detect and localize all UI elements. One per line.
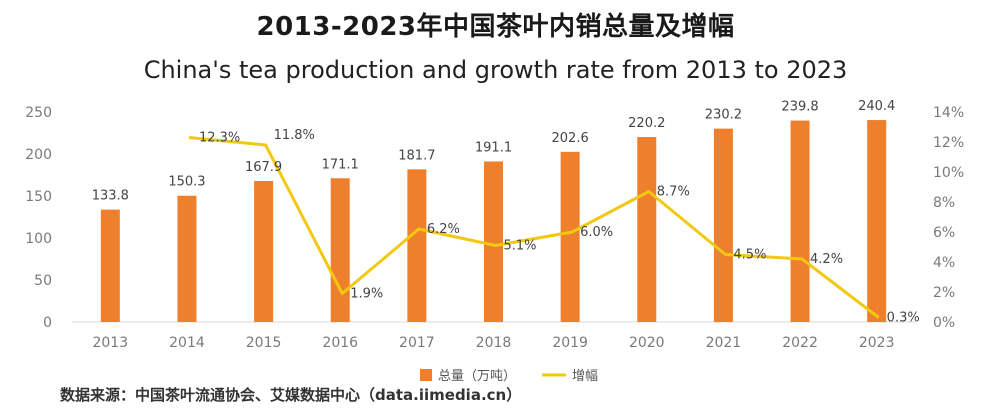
x-axis-tick-label: 2018 <box>476 335 512 351</box>
right-axis-tick-label: 10% <box>933 165 964 181</box>
x-axis-tick-label: 2014 <box>169 335 205 351</box>
left-axis-tick-label: 50 <box>34 273 52 289</box>
bar <box>177 195 197 322</box>
bar <box>484 161 503 322</box>
chart-title: 2013-2023年中国茶叶内销总量及增幅 <box>256 12 735 42</box>
x-axis-tick-label: 2021 <box>706 335 742 351</box>
line-data-label: 8.7% <box>657 185 690 200</box>
bar <box>637 137 657 322</box>
bar <box>100 209 120 322</box>
right-axis-tick-label: 6% <box>933 225 955 241</box>
x-axis-tick-label: 2023 <box>859 335 895 351</box>
bar <box>330 178 350 322</box>
right-axis-tick-label: 12% <box>933 135 964 151</box>
x-axis-tick-label: 2013 <box>92 335 128 351</box>
left-axis-tick-label: 100 <box>25 231 52 247</box>
bar-data-label: 181.7 <box>398 148 435 163</box>
line-data-label: 0.3% <box>887 311 920 326</box>
growth-line <box>188 136 880 319</box>
bar-data-label: 230.2 <box>705 108 742 123</box>
line-data-label: 4.2% <box>810 252 843 267</box>
legend-bar-label: 总量（万吨） <box>438 369 516 384</box>
line-data-label: 5.1% <box>504 239 537 254</box>
bar-data-label: 240.4 <box>858 99 895 114</box>
bar <box>713 128 733 322</box>
right-axis-tick-label: 0% <box>933 315 955 331</box>
left-axis-tick-label: 200 <box>25 147 52 163</box>
bar-data-label: 191.1 <box>475 140 512 155</box>
right-axis-tick-label: 8% <box>933 195 955 211</box>
bar-data-label: 239.8 <box>781 100 818 115</box>
bar <box>254 180 274 322</box>
left-axis-tick-label: 150 <box>25 189 52 205</box>
line-data-label: 6.2% <box>427 222 460 237</box>
line-data-label: 12.3% <box>199 131 240 146</box>
x-axis-tick-label: 2019 <box>552 335 588 351</box>
x-axis-tick-label: 2016 <box>322 335 358 351</box>
bar <box>560 151 580 322</box>
line-data-label: 6.0% <box>580 225 613 240</box>
left-axis-tick-label: 0 <box>43 315 52 331</box>
chart-subtitle: China's tea production and growth rate f… <box>143 56 848 84</box>
bar <box>407 169 427 322</box>
line-data-label: 1.9% <box>350 287 383 302</box>
bar-data-label: 167.9 <box>245 160 282 175</box>
line-data-label: 11.8% <box>274 128 315 143</box>
x-axis-tick-label: 2017 <box>399 335 435 351</box>
right-axis-tick-label: 14% <box>933 105 964 121</box>
legend-bar-swatch <box>420 369 432 381</box>
x-axis-tick-label: 2015 <box>246 335 282 351</box>
legend-line-label: 增幅 <box>572 369 598 384</box>
left-axis-tick-label: 250 <box>25 105 52 121</box>
bar-data-label: 202.6 <box>552 131 589 146</box>
right-axis-tick-label: 2% <box>933 285 955 301</box>
bar <box>867 120 887 323</box>
bar-data-label: 171.1 <box>322 157 359 172</box>
bar-data-label: 133.8 <box>92 189 129 204</box>
line-data-label: 4.5% <box>733 248 766 263</box>
right-axis-tick-label: 4% <box>933 255 955 271</box>
bar <box>790 120 810 323</box>
data-source-note: 数据来源：中国茶叶流通协会、艾媒数据中心（data.iimedia.cn） <box>60 386 522 404</box>
bar-data-label: 220.2 <box>628 116 665 131</box>
x-axis-tick-label: 2020 <box>629 335 665 351</box>
x-axis-tick-label: 2022 <box>782 335 818 351</box>
bar-data-label: 150.3 <box>168 175 205 190</box>
